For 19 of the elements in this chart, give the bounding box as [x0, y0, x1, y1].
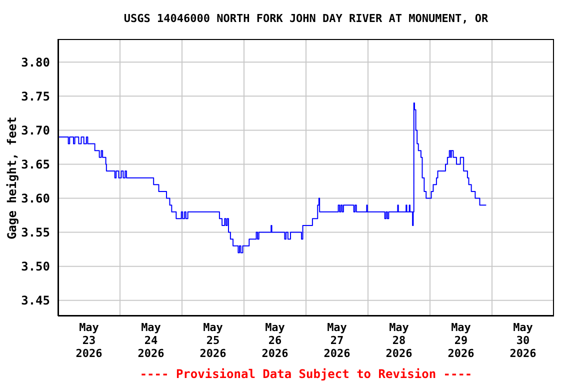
x-tick-label: May 26 2026: [262, 321, 289, 360]
x-tick-label: May 29 2026: [448, 321, 475, 360]
y-tick-label: 3.50: [21, 260, 50, 274]
x-tick-label: May 28 2026: [386, 321, 413, 360]
y-axis-title: Gage height, feet: [5, 116, 19, 239]
text: ---- Provisional Data Subject to Revision ----: [138, 367, 474, 381]
y-tick-label: 3.80: [21, 55, 50, 70]
y-tick-label: 3.45: [21, 294, 50, 308]
y-tick-label: 3.70: [21, 123, 50, 138]
x-tick-label: May 24 2026: [138, 321, 165, 360]
y-tick-label: 3.65: [21, 157, 50, 172]
y-tick-label: 3.75: [21, 89, 50, 104]
chart-title: USGS 14046000 NORTH FORK JOHN DAY RIVER AT MONUMENT, OR: [122, 12, 490, 25]
x-tick-label: May 23 2026: [76, 321, 103, 360]
y-tick-label: 3.60: [21, 192, 50, 206]
y-tick-label: 3.55: [21, 226, 50, 240]
x-tick-label: May 30 2026: [510, 321, 537, 360]
x-tick-label: May 25 2026: [200, 321, 227, 360]
x-tick-label: May 27 2026: [324, 321, 351, 360]
